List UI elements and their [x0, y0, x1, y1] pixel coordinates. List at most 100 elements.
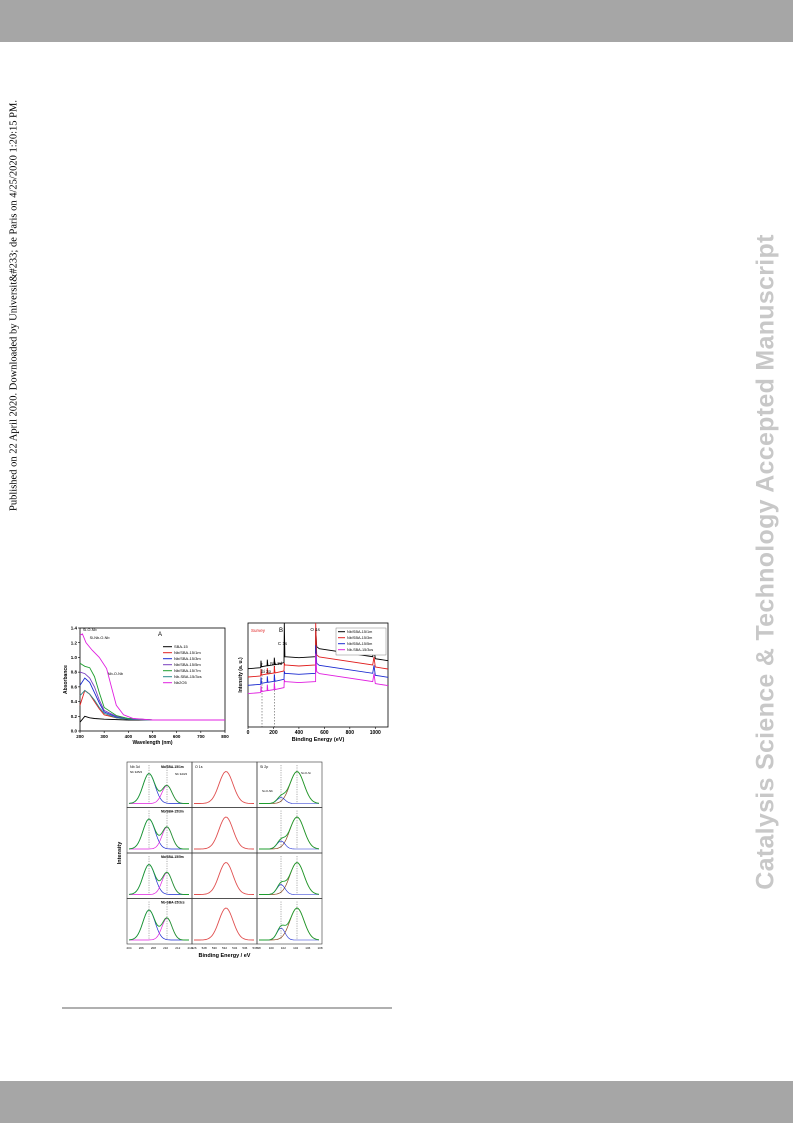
hr-subplot-frame [191, 807, 258, 854]
survey-legend-box [335, 627, 387, 656]
figure-xps-hr: Nb 3d O 1s Si 2p Nb/SBA-15/1m Nb/SBA-15/3m Nb… [115, 758, 327, 959]
hr-x-tick-label: 208 [151, 946, 156, 950]
hr-row-label: Nb/SBA-15/5m [161, 855, 184, 859]
hr-annotation: Si-O-Nb [262, 789, 273, 793]
survey-annotation: C 1s [278, 641, 288, 646]
hr-curve [194, 862, 254, 895]
hr-subplot-frame [256, 898, 323, 945]
hr-x-tick-label: 532 [222, 946, 227, 950]
hr-curve [194, 771, 254, 804]
hr-curve [194, 816, 254, 850]
hr-column-label: Nb 3d [130, 765, 140, 769]
bottom-band [0, 1081, 793, 1123]
uvvis-y-tick-label: 0.0 [71, 729, 78, 734]
journal-watermark: Catalysis Science & Technology Accepted … [751, 234, 780, 890]
hr-x-tick-label: 530 [212, 946, 217, 950]
xps-hr-chart: Nb 3d O 1s Si 2p Nb/SBA-15/1m Nb/SBA-15/3m Nb… [117, 761, 323, 959]
hr-subplot-frame [191, 852, 258, 899]
uvvis-y-tick-label: 1.0 [71, 655, 78, 660]
hr-curve [128, 773, 189, 804]
survey-series-line [247, 622, 389, 678]
hr-curve [128, 909, 189, 941]
survey-x-tick-label: 600 [320, 730, 329, 736]
survey-legend-label: Nb-SBA-15/3cs [347, 648, 373, 652]
hr-curve [259, 816, 320, 850]
hr-x-tick-label: 100 [269, 946, 274, 950]
hr-curve [128, 864, 189, 895]
hr-x-tick-label: 538 [252, 946, 257, 950]
uvvis-annotation: Nb-O-Nb [108, 672, 123, 676]
survey-x-tick-label: 400 [295, 730, 304, 736]
hr-x-tick-label: 108 [317, 946, 322, 950]
uvvis-x-tick-label: 400 [125, 734, 133, 739]
hr-row-label: Nb-SBA-15/3cs [161, 901, 185, 905]
hr-row-label: Nb/SBA-15/3m [161, 810, 184, 814]
hr-subplot-frame [191, 898, 258, 945]
hr-curve [259, 907, 320, 941]
uvvis-y-tick-label: 1.2 [71, 640, 78, 645]
uvvis-series-line [79, 715, 225, 723]
survey-x-tick-label: 1000 [370, 730, 381, 736]
survey-plot-frame [247, 622, 389, 728]
survey-title: Survey [251, 628, 266, 633]
hr-curve [194, 907, 254, 941]
uvvis-series-line [79, 671, 225, 721]
survey-annotation: O 1s [310, 627, 320, 632]
uvvis-y-tick-label: 1.4 [71, 626, 78, 631]
survey-annotation: Nb 3d [270, 661, 283, 666]
uvvis-y-tick-label: 0.8 [71, 670, 78, 675]
uvvis-panel-label: A [158, 632, 162, 638]
hr-curve [128, 818, 189, 850]
hr-x-axis-label: Binding Energy / eV [199, 953, 251, 958]
uvvis-y-tick-label: 0.2 [71, 714, 78, 719]
survey-series-line [247, 645, 389, 686]
hr-x-tick-label: 534 [232, 946, 237, 950]
hr-x-tick-label: 98 [257, 946, 261, 950]
hr-curve [259, 862, 320, 895]
hr-subplot-frame [126, 898, 193, 945]
hr-annotation: Nb 3d3/2 [175, 772, 188, 776]
uvvis-y-tick-label: 0.4 [71, 699, 78, 704]
uvvis-y-tick-label: 0.6 [71, 684, 78, 689]
uvvis-x-tick-label: 500 [149, 734, 157, 739]
hr-row-label: Nb/SBA-15/1m [161, 765, 184, 769]
hr-curve [129, 872, 189, 895]
hr-curve [129, 917, 189, 941]
hr-curve [259, 840, 319, 850]
hr-x-tick-label: 206 [139, 946, 144, 950]
survey-panel-label: B [279, 628, 283, 634]
uvvis-y-axis-label: Absorbance [63, 665, 69, 694]
hr-x-tick-label: 536 [242, 946, 247, 950]
survey-x-tick-label: 200 [269, 730, 278, 736]
figure-uvvis: 200 300 400 500 600 700 800 0.0 0.2 0.4 0.6 0.8 1.0 1… [62, 620, 234, 746]
survey-legend-label: Nb/SBA-15/5m [347, 642, 372, 646]
uvvis-legend-label: SBA-15 [174, 644, 189, 649]
hr-x-tick-label: 526 [191, 946, 196, 950]
survey-series-line [247, 653, 389, 695]
hr-curve [259, 816, 320, 850]
uvvis-legend-label: Nb-SBA-15/3cs [174, 674, 202, 679]
survey-x-tick-label: 800 [346, 730, 355, 736]
hr-x-tick-label: 204 [126, 946, 131, 950]
uvvis-x-tick-label: 700 [197, 734, 205, 739]
hr-x-tick-label: 106 [305, 946, 310, 950]
uvvis-legend-label: Nb/SBA-15/7m [174, 668, 201, 673]
hr-column-label: Si 2p [260, 765, 268, 769]
uvvis-annotation: Si-O-Nb [83, 628, 97, 632]
hr-subplot-frame [126, 852, 193, 899]
hr-curve [259, 862, 320, 895]
survey-x-axis-label: Binding Energy (eV) [292, 737, 345, 743]
hr-curve [128, 864, 189, 895]
uvvis-annotation: Si-Nb-O-Nb [90, 636, 110, 640]
uvvis-series-line [79, 633, 225, 721]
survey-legend-label: Nb/SBA-15/3m [347, 636, 372, 640]
hr-curve [259, 771, 320, 804]
uvvis-chart: 200 300 400 500 600 700 800 0.0 0.2 0.4 0.6 0.8 1.0 1… [63, 626, 229, 746]
survey-y-axis-label: Intensity (a. u.) [238, 657, 244, 693]
footer-rule [62, 1007, 392, 1009]
hr-curve [259, 907, 320, 941]
hr-curve [128, 818, 189, 850]
figure-xps-survey: 0 200 400 600 800 1000 Binding Energy (eV) Inte… [236, 620, 392, 745]
hr-y-axis-label: Intensity [117, 841, 123, 865]
uvvis-x-axis-label: Wavelength (nm) [132, 740, 172, 745]
